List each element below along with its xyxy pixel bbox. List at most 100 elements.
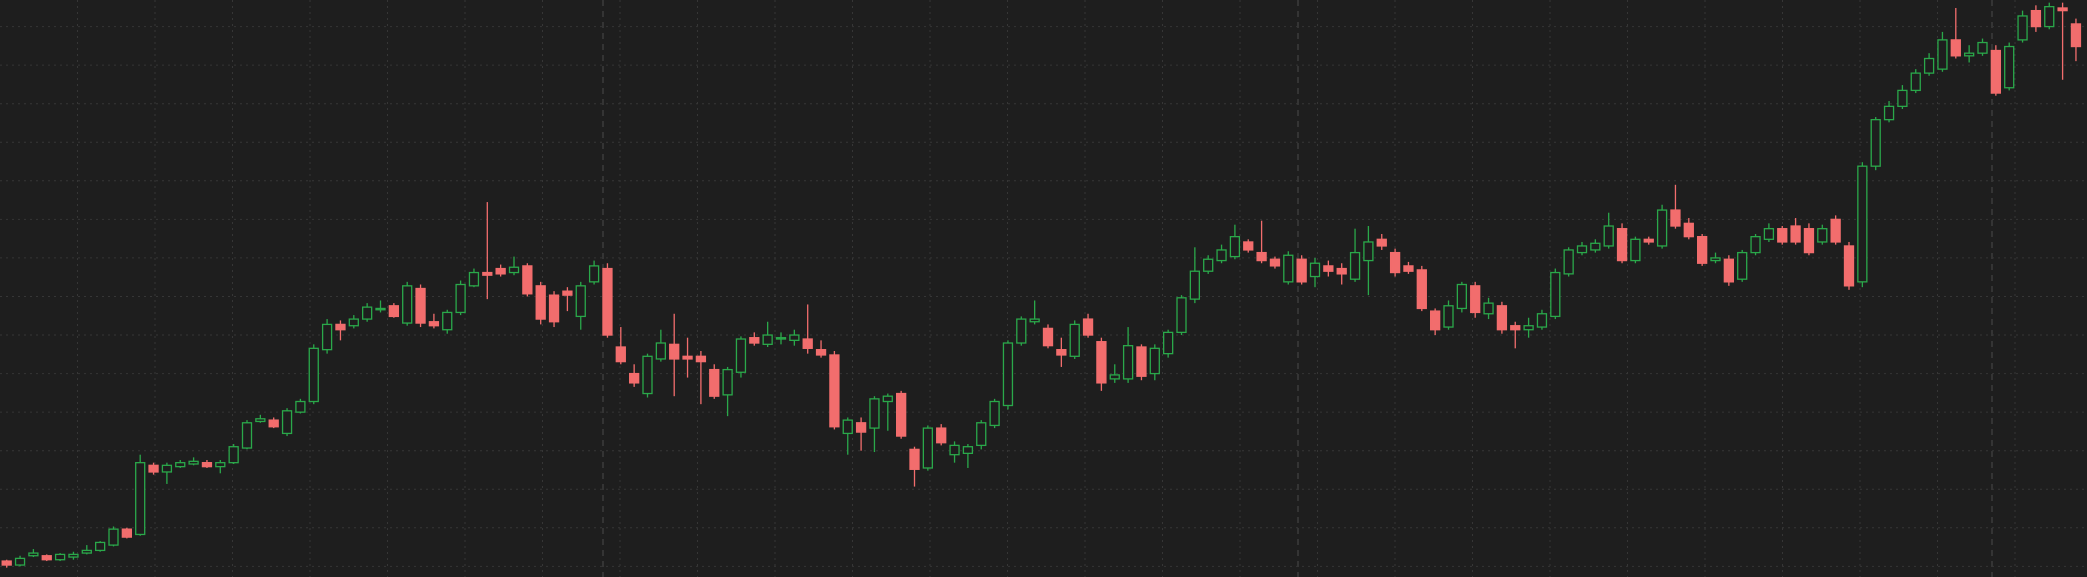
- candle-body: [14, 557, 26, 566]
- candle-body: [388, 305, 400, 318]
- candle-body: [548, 294, 560, 323]
- candle-body: [1670, 209, 1681, 227]
- candle-body: [1510, 325, 1521, 331]
- candle-body: [295, 400, 306, 413]
- candle-body: [108, 528, 119, 546]
- candle-body: [1576, 245, 1588, 254]
- candle-body: [81, 549, 92, 554]
- candle-body: [1817, 228, 1828, 243]
- candle-body: [255, 418, 266, 423]
- candle-body: [442, 311, 453, 331]
- candle-body: [1777, 228, 1788, 243]
- candle-body: [749, 337, 760, 344]
- candle-body: [1163, 331, 1174, 355]
- candle-body: [148, 464, 159, 473]
- candle-body: [1857, 165, 1868, 283]
- candle-body: [1029, 318, 1040, 323]
- candle-body: [68, 553, 79, 558]
- candle-body: [1349, 251, 1361, 280]
- candle-body: [1216, 249, 1227, 262]
- candle-body: [1897, 89, 1908, 108]
- candle-body: [1790, 225, 1801, 243]
- candle-body: [869, 398, 880, 429]
- candle-body: [695, 355, 707, 363]
- candle-body: [402, 285, 413, 324]
- candle-body: [562, 290, 573, 296]
- candle-body: [775, 337, 787, 340]
- candle-body: [1136, 346, 1147, 377]
- candle-body: [682, 355, 693, 360]
- candle-body: [949, 444, 960, 456]
- candle-body: [1176, 297, 1187, 334]
- candle-body: [1496, 305, 1508, 331]
- candles: [1, 2, 2082, 568]
- candle-body: [161, 464, 173, 473]
- candle-body: [1269, 258, 1281, 267]
- candle-body: [655, 342, 666, 360]
- candle-body: [1296, 258, 1307, 283]
- candle-body: [1630, 238, 1641, 262]
- candle-body: [1403, 265, 1414, 272]
- candle-body: [762, 334, 773, 345]
- candle-body: [201, 462, 213, 468]
- candle-body: [575, 285, 586, 318]
- candle-body: [375, 307, 386, 311]
- candle-body: [535, 285, 546, 320]
- candle-body: [468, 271, 480, 287]
- candle-body: [2017, 15, 2028, 41]
- candle-body: [829, 354, 840, 428]
- candle-body: [1336, 267, 1347, 275]
- candle-body: [789, 334, 800, 342]
- candle-body: [428, 321, 440, 327]
- candle-body: [1523, 325, 1534, 331]
- candle-body: [1309, 262, 1321, 278]
- candle-body: [1643, 238, 1654, 243]
- candle-body: [321, 323, 333, 351]
- candle-body: [1737, 251, 1748, 280]
- candle-body: [936, 427, 947, 444]
- candle-body: [482, 271, 493, 276]
- candle-body: [1042, 327, 1054, 347]
- candle-body: [1977, 41, 1988, 54]
- candle-body: [1376, 238, 1387, 247]
- candle-body: [1189, 270, 1200, 300]
- candle-body: [1283, 254, 1294, 283]
- candle-body: [1056, 349, 1067, 356]
- candle-body: [135, 462, 146, 536]
- candle-body: [1763, 228, 1775, 240]
- candle-body: [1990, 49, 2001, 94]
- candle-body: [1964, 52, 1975, 57]
- candle-body: [842, 419, 853, 435]
- candle-body: [1803, 228, 1815, 254]
- candle-body: [2070, 23, 2082, 48]
- candle-body: [1550, 271, 1561, 318]
- candle-body: [175, 462, 186, 468]
- candle-body: [1002, 342, 1014, 407]
- candle-body: [1149, 347, 1160, 375]
- candle-body: [976, 422, 987, 447]
- candle-body: [1483, 302, 1494, 315]
- candle-body: [1256, 251, 1267, 262]
- candle-body: [215, 462, 226, 468]
- candle-body: [1389, 251, 1401, 274]
- candle-body: [602, 267, 613, 336]
- candle-body: [1937, 39, 1948, 70]
- candle-body: [1563, 249, 1574, 275]
- candle-body: [2044, 5, 2055, 28]
- candle-body: [1122, 345, 1134, 380]
- candle-body: [989, 400, 1000, 427]
- candle-body: [1723, 258, 1734, 283]
- candle-body: [629, 372, 640, 384]
- candle-body: [882, 395, 893, 403]
- candle-body: [348, 318, 359, 327]
- candle-body: [1229, 235, 1241, 258]
- candle-body: [802, 338, 813, 349]
- candle-body: [495, 267, 506, 275]
- candle-body: [54, 553, 66, 561]
- candle-body: [1910, 72, 1921, 92]
- candle-body: [1883, 105, 1895, 121]
- candle-body: [1323, 265, 1334, 272]
- candle-body: [1443, 305, 1454, 328]
